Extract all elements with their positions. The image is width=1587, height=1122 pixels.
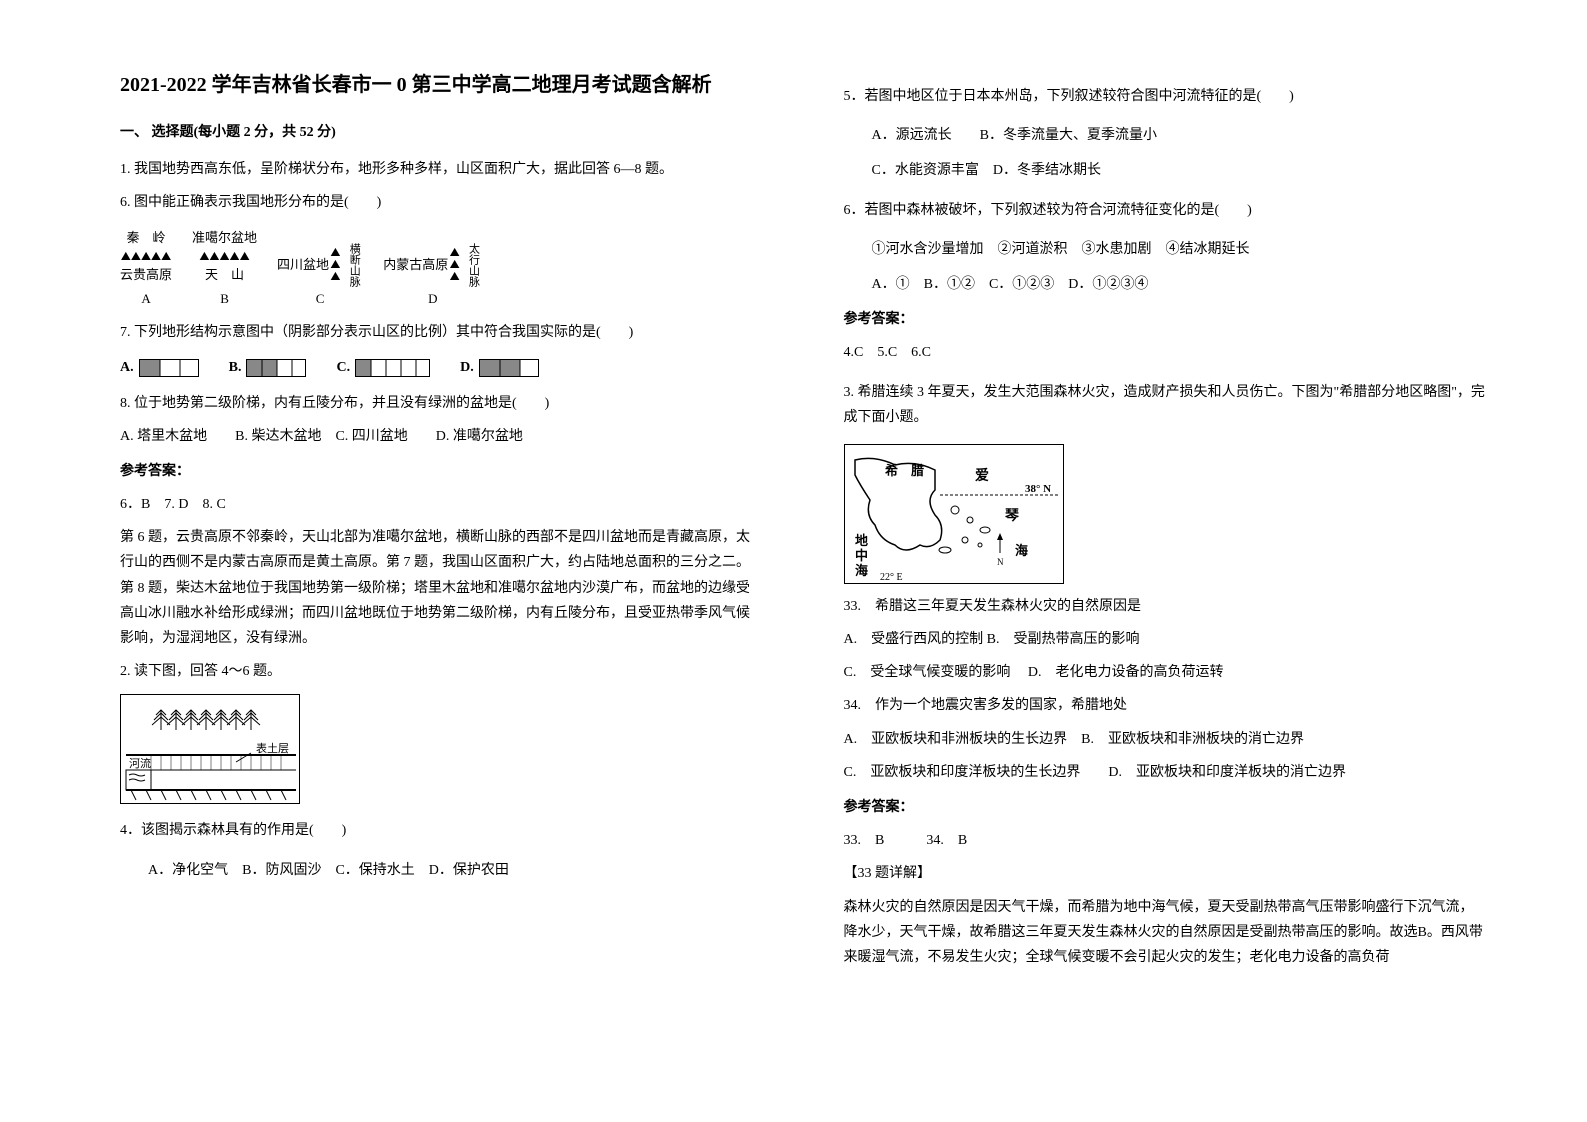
q7-text: 7. 下列地形结构示意图中（阴影部分表示山区的比例）其中符合我国实际的是( ) — [120, 320, 764, 345]
answer-2: 4.C 5.C 6.C — [844, 340, 1488, 365]
q6-text: 6. 图中能正确表示我国地形分布的是( ) — [120, 190, 764, 215]
bar-c-svg — [355, 359, 430, 377]
sea-label: 海 — [1015, 543, 1028, 558]
answer-1-label: 参考答案： — [120, 459, 764, 484]
q8-options: A. 塔里木盆地 B. 柴达木盆地 C. 四川盆地 D. 准噶尔盆地 — [120, 424, 764, 449]
explain-3: 森林火灾的自然原因是因天气干燥，而希腊为地中海气候，夏天受副热带高气压带影响盛行… — [844, 895, 1488, 971]
section-1-header: 一、 选择题(每小题 2 分，共 52 分) — [120, 120, 764, 145]
q6b-text: 6．若图中森林被破坏，下列叙述较为符合河流特征变化的是( ) — [844, 198, 1488, 223]
q33-cd: C. 受全球气候变暖的影响 D. 老化电力设备的高负荷运转 — [844, 660, 1488, 685]
answer-2-label: 参考答案： — [844, 307, 1488, 332]
right-column: 5．若图中地区位于日本本州岛，下列叙述较符合图中河流特征的是( ) A．源远流长… — [804, 70, 1508, 1082]
terrain-a: 秦 岭 ⛰⛰⛰⛰⛰ 云贵高原 A — [120, 226, 172, 311]
answer-3: 33. B 34. B — [844, 828, 1488, 853]
svg-text:N: N — [997, 557, 1004, 567]
explain-1: 第 6 题，云贵高原不邻秦岭，天山北部为准噶尔盆地，横断山脉的西部不是四川盆地而… — [120, 525, 764, 651]
terrain-c: 四川盆地 ⛰⛰⛰ 横断山脉 C — [277, 243, 363, 310]
bar-a-svg — [139, 359, 199, 377]
terrain-options: 秦 岭 ⛰⛰⛰⛰⛰ 云贵高原 A 准噶尔盆地 ⛰⛰⛰⛰⛰ 天 山 B 四川盆地 … — [120, 226, 764, 311]
bar-c-label: C. — [336, 355, 350, 380]
explain-3-label: 【33 题详解】 — [844, 861, 1488, 886]
terrain-b: 准噶尔盆地 ⛰⛰⛰⛰⛰ 天 山 B — [192, 226, 257, 311]
river-svg: 河流 表土层 — [121, 695, 301, 805]
q4-options: A．净化空气 B．防风固沙 C．保持水土 D．保护农田 — [148, 858, 764, 883]
q6b-items: ①河水含沙量增加 ②河道淤积 ③水患加剧 ④结冰期延长 — [872, 237, 1488, 262]
terrain-a-label: A — [120, 287, 172, 310]
q5-opt-ab: A．源远流长 B．冬季流量大、夏季流量小 — [872, 123, 1488, 148]
med-1: 地 — [855, 533, 868, 548]
terrain-d-right: 太行山脉 — [463, 243, 483, 287]
med-3: 海 — [855, 563, 868, 578]
river-label: 河流 — [129, 756, 151, 770]
greece-map: 38° N 希 腊 爱 琴 海 地 中 海 22° E N — [844, 444, 1064, 584]
soil-label: 表土层 — [256, 741, 289, 755]
q33-ab: A. 受盛行西风的控制 B. 受副热带高压的影响 — [844, 627, 1488, 652]
q5-text: 5．若图中地区位于日本本州岛，下列叙述较符合图中河流特征的是( ) — [844, 84, 1488, 109]
left-column: 2021-2022 学年吉林省长春市一 0 第三中学高二地理月考试题含解析 一、… — [100, 70, 804, 1082]
q33-text: 33. 希腊这三年夏天发生森林火灾的自然原因是 — [844, 594, 1488, 619]
document-title: 2021-2022 学年吉林省长春市一 0 第三中学高二地理月考试题含解析 — [120, 70, 764, 100]
bar-b-label: B. — [229, 355, 242, 380]
greece-label: 希 腊 — [885, 463, 924, 478]
q2-intro: 2. 读下图，回答 4～6 题。 — [120, 659, 764, 684]
terrain-d-label: D — [383, 287, 482, 310]
terrain-d-mountains: ⛰⛰⛰ — [448, 247, 462, 283]
bar-d-svg — [479, 359, 539, 377]
greece-map-svg: 38° N 希 腊 爱 琴 海 地 中 海 22° E N — [845, 445, 1065, 585]
q34-ab: A. 亚欧板块和非洲板块的生长边界 B. 亚欧板块和非洲板块的消亡边界 — [844, 727, 1488, 752]
bar-c: C. — [336, 355, 430, 380]
terrain-d-left: 内蒙古高原 — [383, 253, 448, 276]
terrain-b-mountains: ⛰⛰⛰⛰⛰ — [192, 249, 257, 263]
bar-b-svg — [246, 359, 306, 377]
terrain-c-label: C — [277, 287, 363, 310]
bar-d: D. — [460, 355, 539, 380]
med-2: 中 — [855, 548, 868, 563]
bar-b: B. — [229, 355, 307, 380]
q34-text: 34. 作为一个地震灾害多发的国家，希腊地处 — [844, 693, 1488, 718]
q1-intro: 1. 我国地势西高东低，呈阶梯状分布，地形多种多样，山区面积广大，据此回答 6—… — [120, 157, 764, 182]
bar-a: A. — [120, 355, 199, 380]
bar-a-label: A. — [120, 355, 134, 380]
terrain-d: 内蒙古高原 ⛰⛰⛰ 太行山脉 D — [383, 243, 482, 310]
terrain-a-top: 秦 岭 — [120, 226, 172, 249]
lon-label: 22° E — [880, 572, 903, 583]
terrain-a-bottom: 云贵高原 — [120, 263, 172, 286]
bar-options-row: A. B. C. — [120, 355, 764, 380]
answer-1: 6．B 7. D 8. C — [120, 492, 764, 517]
aegean-label: 爱 — [975, 468, 989, 484]
terrain-b-bottom: 天 山 — [192, 263, 257, 286]
terrain-b-label: B — [192, 287, 257, 310]
q6b-options: A．① B．①② C．①②③ D．①②③④ — [872, 272, 1488, 297]
q4-text: 4．该图揭示森林具有的作用是( ) — [120, 818, 764, 843]
terrain-a-mountains: ⛰⛰⛰⛰⛰ — [120, 249, 172, 263]
q3-intro: 3. 希腊连续 3 年夏天，发生大范围森林火灾，造成财产损失和人员伤亡。下图为"… — [844, 380, 1488, 430]
q8-text: 8. 位于地势第二级阶梯，内有丘陵分布，并且没有绿洲的盆地是( ) — [120, 391, 764, 416]
sea-qin-label: 琴 — [1005, 508, 1020, 524]
terrain-b-top: 准噶尔盆地 — [192, 226, 257, 249]
terrain-c-right: 横断山脉 — [343, 243, 363, 287]
bar-d-label: D. — [460, 355, 474, 380]
river-diagram: 河流 表土层 — [120, 694, 300, 804]
lat-label: 38° N — [1025, 483, 1051, 495]
q5-opt-cd: C．水能资源丰富 D．冬季结冰期长 — [872, 158, 1488, 183]
q34-cd: C. 亚欧板块和印度洋板块的生长边界 D. 亚欧板块和印度洋板块的消亡边界 — [844, 760, 1488, 785]
answer-3-label: 参考答案： — [844, 795, 1488, 820]
terrain-c-mountains: ⛰⛰⛰ — [329, 247, 343, 283]
terrain-c-left: 四川盆地 — [277, 253, 329, 276]
